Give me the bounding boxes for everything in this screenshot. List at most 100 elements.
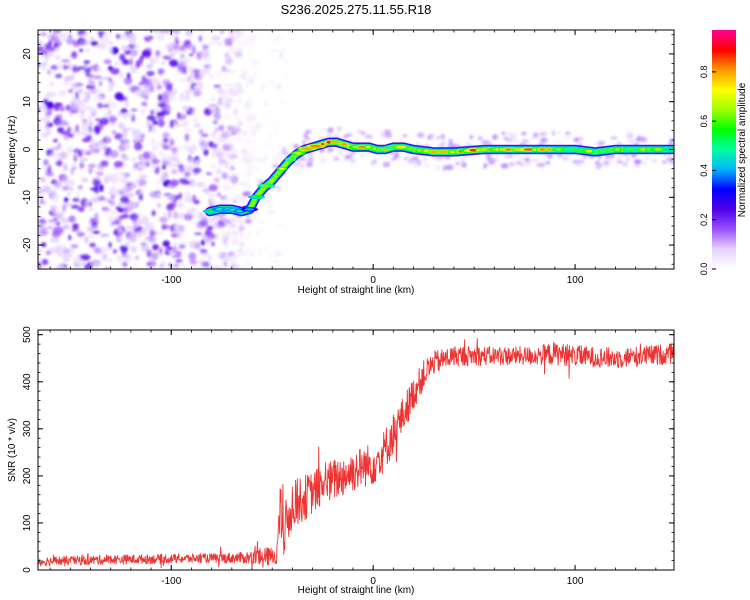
noise-speckle [70, 83, 75, 88]
noise-speckle [238, 219, 246, 225]
noise-speckle [279, 244, 284, 253]
noise-speckle [61, 185, 69, 191]
noise-speckle [219, 30, 225, 34]
noise-speckle [54, 235, 60, 241]
noise-speckle [26, 34, 32, 37]
noise-speckle [59, 34, 68, 43]
noise-speckle [38, 55, 48, 60]
noise-speckle [9, 235, 17, 239]
noise-speckle [169, 120, 174, 129]
noise-speckle [97, 43, 107, 50]
ridge-spot-core [653, 148, 663, 151]
ridge-halo-speck [350, 158, 356, 162]
noise-speckle [209, 106, 213, 111]
colorbar-scale [712, 30, 736, 269]
noise-speckle [165, 84, 173, 92]
noise-speckle [121, 127, 131, 132]
noise-speckle [47, 91, 55, 96]
noise-speckle [233, 108, 238, 116]
ridge-halo-speck [441, 140, 445, 146]
noise-speckle [50, 152, 60, 159]
noise-speckle [177, 57, 183, 63]
noise-speckle [68, 105, 76, 110]
noise-speckle [123, 262, 127, 267]
noise-speckle [194, 232, 203, 236]
noise-speckle [68, 253, 72, 258]
noise-speckle [43, 98, 48, 105]
noise-speckle [229, 56, 233, 65]
noise-speckle [94, 143, 100, 148]
noise-speckle [88, 234, 94, 239]
ridge-halo-speck [593, 142, 597, 146]
noise-speckle [213, 177, 220, 183]
noise-speckle [163, 96, 170, 106]
noise-speckle [20, 36, 24, 41]
noise-speckle [255, 230, 260, 237]
colorbar-tick-label: 0.6 [699, 115, 709, 128]
noise-speckle [142, 151, 151, 160]
noise-speckle [249, 97, 254, 104]
noise-speckle [170, 233, 180, 238]
ridge-halo-speck [513, 154, 517, 157]
noise-speckle [152, 244, 159, 251]
ridge-spot-core [416, 148, 422, 152]
noise-speckle [95, 118, 100, 122]
noise-speckle [53, 198, 59, 204]
ridge-spot-core [450, 150, 455, 154]
ridge-halo-speck [220, 218, 229, 222]
noise-speckle [6, 220, 15, 225]
noise-speckle [133, 178, 140, 183]
ridge-halo-speck [305, 140, 311, 144]
noise-speckle [229, 255, 238, 264]
noise-speckle [81, 121, 88, 126]
noise-speckle [143, 96, 149, 100]
noise-speckle [15, 41, 23, 45]
ridge-spot-core [372, 147, 377, 150]
noise-speckle [179, 262, 187, 267]
noise-speckle [85, 48, 91, 53]
ridge-halo-speck [501, 131, 506, 135]
noise-speckle [51, 147, 61, 150]
ridge-halo-speck [325, 134, 333, 138]
noise-speckle [16, 41, 25, 46]
noise-speckle [162, 240, 171, 247]
noise-speckle [119, 171, 126, 175]
ridge-halo-speck [390, 158, 397, 161]
ridge-halo-speck [271, 164, 278, 168]
noise-speckle [91, 147, 101, 154]
noise-speckle [227, 30, 235, 36]
noise-speckle [111, 210, 118, 216]
ridge-halo-speck [214, 222, 218, 225]
noise-speckle [202, 44, 210, 48]
noise-speckle [103, 59, 112, 65]
noise-speckle [229, 165, 235, 171]
noise-speckle [184, 196, 194, 203]
noise-speckle [251, 247, 259, 251]
spectrogram-x-label: Height of straight line (km) [298, 285, 415, 296]
noise-speckle [190, 164, 197, 169]
noise-speckle [203, 149, 209, 156]
noise-speckle [224, 52, 230, 59]
ridge-halo-speck [210, 193, 215, 198]
noise-speckle [141, 49, 152, 58]
noise-speckle [201, 133, 209, 137]
colorbar: 0.0 0.2 0.4 0.6 0.8 Normalized spectral ampl… [699, 30, 748, 275]
ridge-spot-core [251, 195, 262, 199]
ridge-spot-core [595, 150, 603, 153]
noise-speckle [283, 73, 289, 81]
noise-speckle [47, 219, 54, 223]
noise-speckle [247, 50, 254, 56]
noise-speckle [8, 61, 15, 67]
noise-speckle [135, 60, 140, 69]
noise-speckle [14, 91, 18, 95]
noise-speckle [177, 212, 185, 219]
noise-speckle [206, 225, 214, 230]
noise-speckle [186, 45, 193, 50]
ridge-halo-speck [521, 162, 525, 167]
noise-speckle [121, 59, 130, 65]
noise-speckle [118, 137, 122, 141]
noise-speckle [50, 205, 57, 211]
noise-speckle [237, 98, 242, 103]
noise-speckle [45, 119, 50, 124]
noise-speckle [146, 120, 151, 128]
